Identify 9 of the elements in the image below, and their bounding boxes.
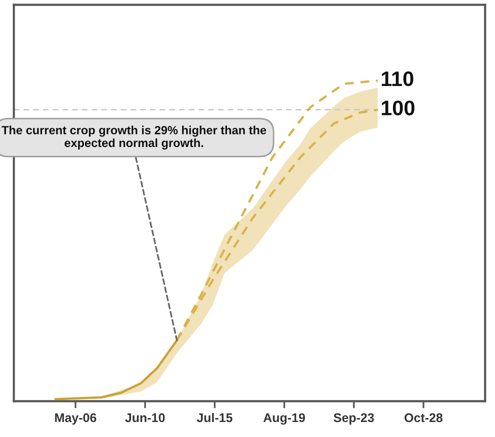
data-label: 100	[382, 100, 414, 116]
annotation: The current crop growth is 29% higher than the expected normal growth.	[2, 126, 266, 150]
x-tick-label: Jun-10	[125, 413, 165, 422]
x-tick-label: Oct-28	[404, 413, 443, 422]
data-label: 110	[382, 71, 414, 86]
x-tick-label: Sep-23	[334, 413, 374, 425]
x-tick-label: Aug-19	[263, 413, 305, 425]
x-tick-label: May-06	[55, 413, 96, 425]
x-tick-label: Jul-15	[196, 412, 232, 422]
